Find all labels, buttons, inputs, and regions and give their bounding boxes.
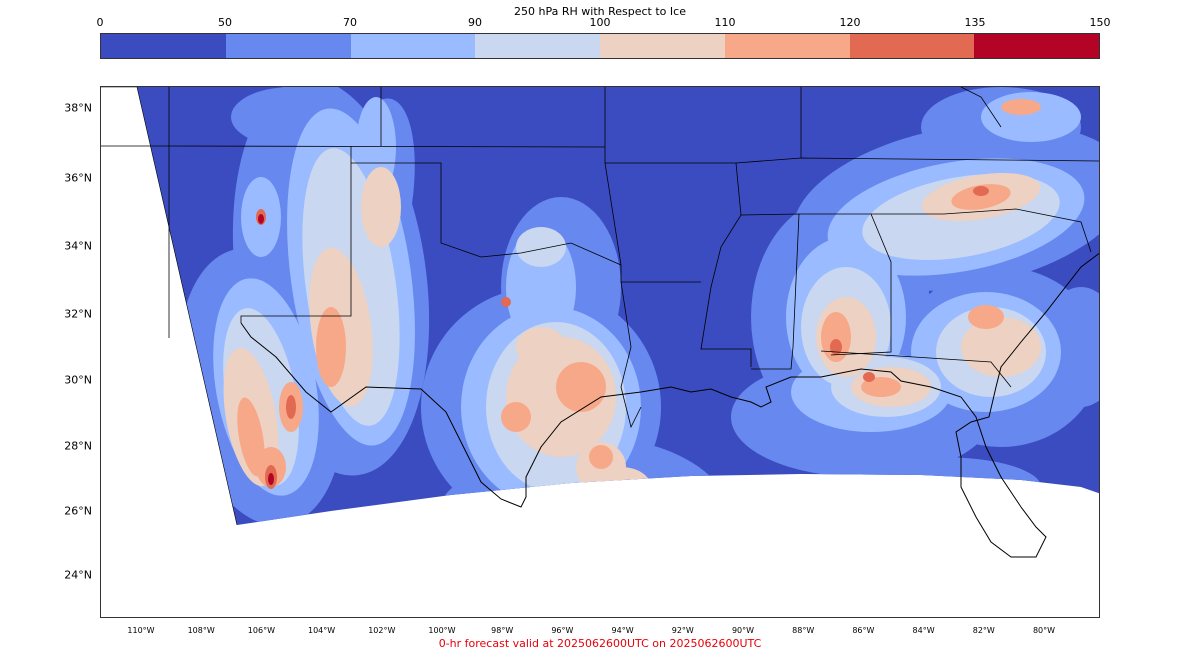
- map-panel: [100, 86, 1100, 618]
- longitude-label: 110°W: [127, 626, 155, 635]
- longitude-label: 88°W: [792, 626, 815, 635]
- longitude-label: 86°W: [852, 626, 875, 635]
- latitude-label: 24°N: [64, 568, 92, 582]
- rh-blob-100-110: [516, 327, 566, 367]
- rh-blob-50-70: [1041, 287, 1099, 407]
- longitude-label: 106°W: [247, 626, 275, 635]
- rh-blob-110-120: [951, 184, 1011, 210]
- rh-blob-70-90: [981, 92, 1081, 142]
- colorbar-segment: [350, 34, 476, 58]
- rh-map: [101, 87, 1099, 558]
- rh-blob-100-110: [361, 167, 401, 247]
- longitude-label: 82°W: [972, 626, 995, 635]
- latitude-label: 30°N: [64, 373, 92, 387]
- rh-blob-110-120: [237, 397, 265, 477]
- rh-blob-120-135: [830, 339, 842, 355]
- state-border: [943, 208, 1092, 253]
- colorbar-tick-label: 100: [589, 16, 611, 29]
- rh-blob-110-120: [556, 362, 606, 412]
- domain-edge: [101, 87, 238, 526]
- rh-blob-135-150: [258, 214, 264, 224]
- state-border: [820, 350, 1012, 388]
- colorbar-title: 250 hPa RH with Respect to Ice: [514, 5, 686, 18]
- rh-field: [178, 87, 1099, 525]
- longitude-label: 96°W: [551, 626, 574, 635]
- longitude-label: 90°W: [731, 626, 755, 635]
- rh-blob-50-70: [841, 457, 1041, 517]
- colorbar-segment: [974, 34, 1099, 58]
- state-border: [620, 281, 642, 429]
- colorbar-tick-label: 50: [218, 16, 232, 29]
- rh-blob-135-150: [268, 473, 274, 485]
- rh-blob-110-120: [861, 377, 901, 397]
- longitude-label: 92°W: [671, 626, 694, 635]
- colorbar-segment: [475, 34, 600, 58]
- longitude-label: 94°W: [611, 626, 634, 635]
- rh-blob-110-120: [968, 305, 1004, 329]
- latitude-label: 26°N: [64, 504, 92, 518]
- state-border: [604, 162, 701, 283]
- longitude-label: 98°W: [491, 626, 514, 635]
- longitude-label: 80°W: [1032, 626, 1056, 635]
- rh-blob-90-100: [516, 227, 566, 267]
- colorbar-segment: [225, 34, 351, 58]
- colorbar-tick-label: 70: [343, 16, 357, 29]
- longitude-label: 108°W: [187, 626, 215, 635]
- colorbar: [100, 33, 1100, 59]
- colorbar-tick-label: 135: [964, 16, 986, 29]
- colorbar-segment: [849, 34, 975, 58]
- latitude-label: 38°N: [64, 101, 92, 115]
- rh-blob-120-135: [863, 372, 875, 382]
- state-border: [740, 213, 800, 370]
- colorbar-segment: [600, 34, 725, 58]
- latitude-label: 36°N: [64, 171, 92, 185]
- longitude-label: 100°W: [428, 626, 456, 635]
- rh-blob-110-120: [316, 307, 346, 387]
- rh-blob-120-135: [973, 186, 989, 196]
- colorbar-tick-label: 110: [714, 16, 736, 29]
- longitude-label: 84°W: [912, 626, 935, 635]
- longitude-label: 104°W: [308, 626, 336, 635]
- rh-blob-110-120: [589, 445, 613, 469]
- colorbar-segment: [724, 34, 850, 58]
- colorbar-segment: [101, 34, 226, 58]
- rh-blob-110-120: [501, 402, 531, 432]
- rh-blob-110-120: [821, 312, 851, 362]
- latitude-label: 34°N: [64, 239, 92, 253]
- rh-blob-100-110: [961, 317, 1041, 377]
- state-border: [240, 146, 352, 323]
- latitude-label: 32°N: [64, 307, 92, 321]
- state-border: [960, 87, 1002, 128]
- rh-blob-120-135: [501, 297, 511, 307]
- latitude-label: 28°N: [64, 439, 92, 453]
- state-border: [799, 213, 892, 356]
- colorbar-ticks: 0 50 70 90 100 110 120 135 150: [96, 16, 1111, 30]
- rh-blob-110-120: [1001, 99, 1041, 115]
- rh-blob-120-135: [286, 395, 296, 419]
- colorbar-tick-label: 0: [96, 16, 104, 29]
- colorbar-tick-label: 150: [1089, 16, 1111, 29]
- state-border: [101, 145, 606, 148]
- state-border: [351, 162, 622, 266]
- rh-blob-100-110: [591, 467, 651, 507]
- rh-blob-90-100: [561, 482, 641, 525]
- coastline: [240, 252, 1099, 558]
- longitude-label: 102°W: [368, 626, 396, 635]
- colorbar-tick-label: 90: [468, 16, 482, 29]
- forecast-valid-caption: 0-hr forecast valid at 2025062600UTC on …: [438, 637, 762, 650]
- colorbar-tick-label: 120: [839, 16, 861, 29]
